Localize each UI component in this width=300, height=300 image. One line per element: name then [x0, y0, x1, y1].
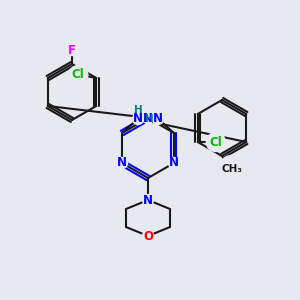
Circle shape	[169, 158, 179, 169]
Text: N: N	[169, 157, 179, 169]
Circle shape	[206, 133, 225, 152]
Text: N: N	[153, 112, 163, 125]
Text: N: N	[117, 157, 127, 169]
Text: Cl: Cl	[209, 136, 222, 148]
Text: N: N	[133, 112, 143, 125]
Text: O: O	[143, 230, 153, 242]
Text: Cl: Cl	[72, 68, 85, 82]
Circle shape	[142, 112, 154, 124]
Circle shape	[116, 158, 128, 169]
Circle shape	[67, 44, 77, 56]
Circle shape	[218, 155, 245, 182]
Text: CH₃: CH₃	[221, 164, 242, 174]
Text: H: H	[145, 114, 153, 124]
Circle shape	[69, 65, 88, 85]
Circle shape	[142, 230, 154, 242]
Text: N: N	[143, 194, 153, 206]
Circle shape	[133, 113, 143, 124]
Text: F: F	[68, 44, 76, 56]
Text: H: H	[134, 105, 142, 115]
Text: N: N	[143, 112, 153, 124]
Circle shape	[142, 194, 154, 206]
Circle shape	[152, 113, 164, 124]
